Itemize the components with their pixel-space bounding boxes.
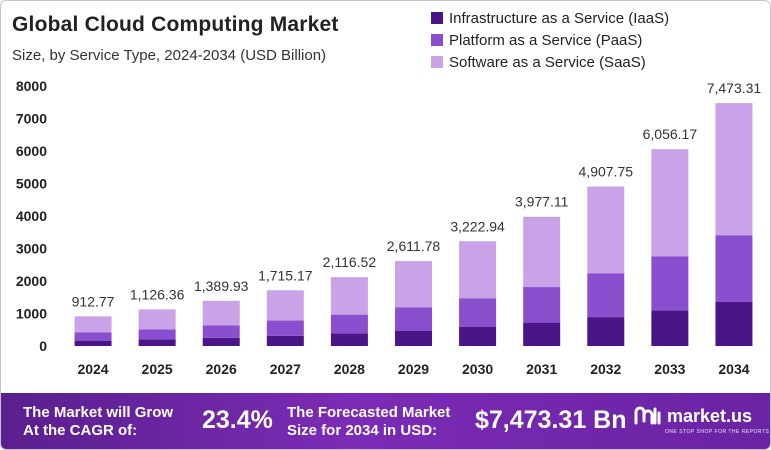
bar-total-label: 1,715.17 (258, 267, 313, 283)
y-tick-label: 6000 (16, 143, 47, 159)
bar-segment-iaas-2031 (523, 322, 561, 346)
bar-segment-paas-2031 (523, 287, 561, 323)
bar-segment-saas-2032 (587, 186, 625, 274)
y-tick-label: 0 (39, 338, 47, 354)
bar-total-label: 1,389.93 (194, 278, 249, 294)
bar-segment-iaas-2030 (459, 327, 497, 346)
bar-segment-iaas-2029 (395, 330, 432, 346)
bar-segment-iaas-2033 (651, 310, 689, 346)
legend-label-saas: Software as a Service (SaaS) (449, 53, 646, 71)
x-tick-label: 2025 (142, 361, 173, 377)
bar-segment-iaas-2028 (330, 333, 368, 346)
bar-segment-saas-2024 (74, 316, 112, 333)
brand-name: market.us (667, 405, 753, 426)
y-tick-label: 8000 (16, 78, 47, 94)
x-tick-label: 2024 (77, 361, 108, 377)
bar-segment-paas-2029 (395, 307, 432, 331)
bar-segment-saas-2031 (523, 216, 561, 288)
bar-total-label: 1,126.36 (130, 286, 185, 302)
bar-total-label: 3,222.94 (450, 218, 505, 234)
x-tick-label: 2027 (270, 361, 301, 377)
chart-title: Global Cloud Computing Market (12, 13, 339, 36)
forecast-caption: The Forecasted Market Size for 2034 in U… (287, 404, 450, 440)
legend-swatch-paas (431, 34, 443, 46)
bar-segment-iaas-2025 (138, 339, 176, 346)
x-tick-label: 2028 (334, 361, 365, 377)
bar-segment-saas-2025 (138, 309, 176, 330)
y-tick-label: 4000 (16, 208, 47, 224)
legend-item-saas: Software as a Service (SaaS) (431, 51, 669, 73)
y-tick-label: 3000 (16, 241, 47, 257)
x-tick-label: 2030 (462, 361, 493, 377)
bar-segment-paas-2034 (715, 235, 753, 302)
bar-total-label: 912.77 (72, 293, 115, 309)
x-tick-label: 2033 (654, 361, 685, 377)
bar-segment-saas-2034 (715, 103, 753, 236)
forecast-caption-line1: The Forecasted Market (287, 404, 451, 421)
bar-segment-saas-2027 (266, 290, 304, 321)
x-tick-label: 2034 (718, 361, 749, 377)
bar-total-label: 7,473.31 (707, 80, 762, 96)
bar-segment-iaas-2024 (74, 340, 112, 346)
cagr-caption-line2: At the CAGR of: (23, 422, 138, 439)
x-tick-label: 2031 (526, 361, 557, 377)
bar-total-label: 2,611.78 (387, 238, 441, 254)
bar-segment-paas-2024 (74, 332, 112, 341)
cagr-value: 23.4% (202, 406, 273, 434)
market-us-logo-icon (634, 406, 661, 425)
bar-segment-paas-2027 (266, 320, 304, 336)
bar-total-label: 6,056.17 (643, 126, 698, 142)
legend-item-paas: Platform as a Service (PaaS) (431, 29, 669, 51)
brand-logo[interactable]: market.us (633, 403, 752, 429)
forecast-caption-line2: Size for 2034 in USD: (287, 422, 438, 439)
bar-total-label: 3,977.11 (515, 194, 569, 210)
bar-segment-saas-2029 (395, 261, 432, 308)
bar-segment-saas-2033 (651, 149, 689, 257)
x-tick-label: 2026 (206, 361, 237, 377)
footer-banner: The Market will Grow At the CAGR of: 23.… (1, 393, 770, 449)
bar-total-label: 2,116.52 (323, 254, 377, 270)
cagr-caption-line1: The Market will Grow (23, 404, 174, 421)
cagr-caption: The Market will Grow At the CAGR of: (23, 404, 173, 440)
legend-item-iaas: Infrastructure as a Service (IaaS) (431, 7, 669, 29)
legend-label-paas: Platform as a Service (PaaS) (449, 31, 643, 49)
bar-segment-iaas-2034 (715, 301, 753, 346)
bar-segment-paas-2033 (651, 256, 689, 311)
stacked-bar-chart: 8000 7000 6000 5000 4000 3000 2000 1000 0 912.77 2… (16, 78, 762, 377)
bar-segment-iaas-2027 (266, 335, 304, 346)
y-tick-label: 5000 (16, 176, 47, 192)
bar-segment-saas-2026 (202, 300, 240, 326)
chart-legend: Infrastructure as a Service (IaaS) Platf… (431, 7, 669, 73)
legend-label-iaas: Infrastructure as a Service (IaaS) (449, 9, 670, 27)
x-tick-label: 2029 (398, 361, 429, 377)
bar-segment-paas-2026 (202, 325, 240, 338)
chart-subtitle: Size, by Service Type, 2024-2034 (USD Bi… (12, 47, 327, 64)
bar-segment-paas-2030 (459, 298, 497, 328)
y-tick-label: 7000 (16, 111, 47, 127)
forecast-value: $7,473.31 Bn (475, 406, 627, 434)
y-tick-label: 1000 (16, 306, 47, 322)
bar-segment-iaas-2032 (587, 317, 625, 346)
y-tick-label: 2000 (16, 273, 47, 289)
bar-segment-paas-2025 (138, 329, 176, 340)
bar-segment-paas-2032 (587, 273, 625, 318)
bar-total-label: 4,907.75 (579, 163, 634, 179)
bar-segment-paas-2028 (330, 314, 368, 334)
legend-swatch-saas (431, 56, 443, 68)
bar-segment-saas-2028 (330, 277, 368, 315)
x-tick-label: 2032 (590, 361, 621, 377)
bar-segment-saas-2030 (459, 241, 497, 299)
brand-tagline: ONE STOP SHOP FOR THE REPORTS (665, 429, 770, 435)
bar-segment-iaas-2026 (202, 337, 240, 346)
legend-swatch-iaas (431, 12, 443, 24)
